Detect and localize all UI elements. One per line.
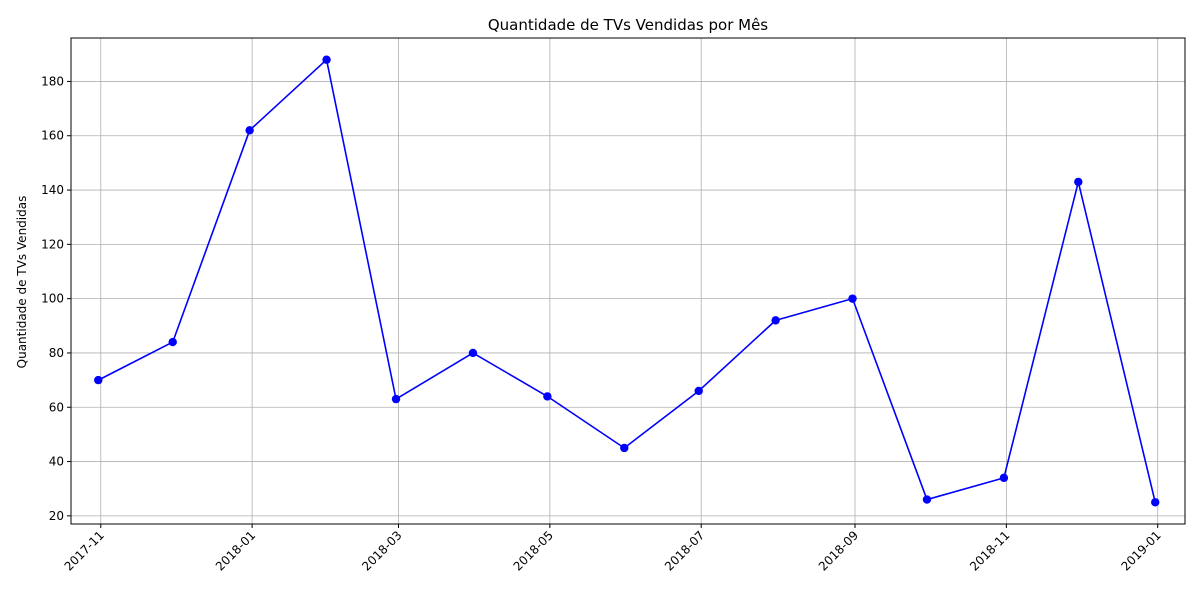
x-tick-label: 2018-05 [511,528,556,573]
data-point [543,392,552,401]
y-tick-label: 100 [41,292,64,306]
y-tick-label: 180 [41,74,64,88]
data-point [94,375,103,385]
y-tick-label: 80 [49,346,64,360]
data-point [848,294,857,303]
data-point [771,316,780,325]
data-point [245,126,254,135]
chart-title: Quantidade de TVs Vendidas por Mês [488,16,768,34]
grid [71,38,1185,524]
data-point [694,386,703,396]
y-tick-label: 120 [41,237,64,251]
plot-frame [70,37,1186,525]
x-tick-label: 2018-01 [213,528,258,573]
x-tick-label: 2018-03 [359,528,404,573]
data-point [1074,177,1083,187]
data-point [1151,498,1160,507]
data-point [468,348,478,358]
x-tick-label: 2018-09 [816,528,861,573]
data-point [999,473,1009,483]
y-tick-label: 160 [41,129,64,143]
y-tick-label: 40 [49,455,64,469]
y-tick-label: 20 [49,509,64,523]
y-axis: 20 40 60 80 100 120 140 160 180 [41,74,71,523]
x-tick-label: 2018-11 [967,528,1012,573]
y-tick-label: 140 [41,183,64,197]
data-point [620,443,629,453]
x-axis: 2017-11 2018-01 2018-03 2018-05 2018-07 2018-… [62,524,1164,574]
series-layer [94,55,1160,507]
x-tick-label: 2019-01 [1118,528,1163,573]
y-axis-label: Quantidade de TVs Vendidas [15,196,29,369]
x-tick-label: 2017-11 [62,528,107,573]
series-line [97,58,1157,503]
data-point [168,337,177,347]
x-tick-label: 2018-07 [662,528,707,573]
data-point [322,55,331,64]
data-point [391,394,401,404]
y-tick-label: 60 [49,400,64,414]
data-point [922,495,932,504]
